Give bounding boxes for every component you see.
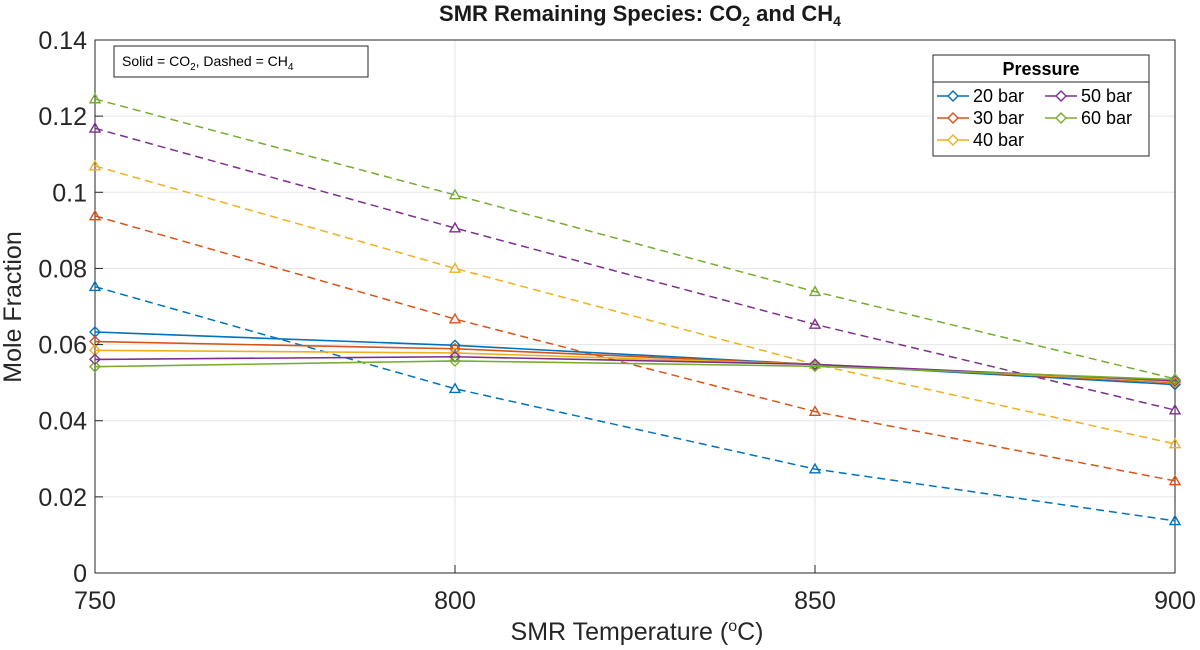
x-axis-label-end: C) <box>737 618 763 646</box>
annotation-box: Solid = CO2, Dashed = CH4 <box>113 45 369 78</box>
x-tick-label: 900 <box>1154 587 1196 615</box>
legend-label: 60 bar <box>1081 108 1132 128</box>
ch4-marker <box>1168 403 1182 415</box>
series-co2-4 <box>89 354 1181 386</box>
legend-label: 40 bar <box>973 130 1024 150</box>
legend-swatch-marker <box>947 112 959 124</box>
x-tick-label: 850 <box>794 587 836 615</box>
ch4-marker <box>88 92 102 104</box>
co2-marker <box>809 358 821 371</box>
x-tick-label: 750 <box>74 587 116 615</box>
legend-label: 50 bar <box>1081 86 1132 106</box>
chart-title-sub-2: 4 <box>833 13 841 29</box>
y-tick-label: 0.06 <box>38 332 87 360</box>
series-ch4-1 <box>88 209 1182 486</box>
series-ch4-3 <box>88 121 1182 415</box>
ch4-marker <box>1168 437 1182 449</box>
legend-swatch-marker <box>947 134 959 146</box>
ch4-marker <box>1168 474 1182 486</box>
ch4-marker <box>448 312 462 324</box>
ch4-line <box>94 127 1176 411</box>
tick-labels: 750 800 850 900 0 0.02 0.04 0.06 0.08 0.1 0.12 0.14 <box>38 27 1196 615</box>
legend-title: Pressure <box>1002 59 1079 79</box>
y-tick-label: 0.08 <box>38 255 87 283</box>
ch4-marker <box>808 405 822 417</box>
y-tick-label: 0.1 <box>52 179 87 207</box>
legend-entry: 60 bar <box>1045 108 1132 128</box>
co2-line <box>94 340 1176 384</box>
y-tick-label: 0.04 <box>38 408 87 436</box>
y-axis-label: Mole Fraction <box>0 231 27 382</box>
legend-label: 20 bar <box>973 86 1024 106</box>
x-tick-label: 800 <box>434 587 476 615</box>
series-ch4-2 <box>88 159 1182 449</box>
chart-title-sub-1: 2 <box>742 13 750 29</box>
ch4-line <box>94 285 1176 522</box>
co2-marker <box>89 353 101 366</box>
ch4-marker <box>808 462 822 474</box>
annotation-sub-a: 2 <box>190 62 196 73</box>
co2-marker <box>449 346 461 359</box>
ch4-marker <box>448 221 462 233</box>
chart-title-main: SMR Remaining Species: CO <box>439 1 742 26</box>
legend-frame <box>932 54 1150 157</box>
series-ch4-0 <box>88 280 1182 526</box>
x-axis-label-sup: o <box>728 618 737 635</box>
co2-line <box>94 355 1176 382</box>
co2-marker <box>449 350 461 363</box>
series-layer <box>88 92 1182 526</box>
co2-marker <box>89 360 101 373</box>
legend-swatch-marker <box>947 90 959 102</box>
annotation-text: Solid = CO2, Dashed = CH4 <box>122 53 294 73</box>
co2-line <box>94 331 1176 386</box>
co2-marker <box>449 339 461 352</box>
x-axis-label-main: SMR Temperature ( <box>511 618 729 646</box>
ch4-marker <box>1168 514 1182 526</box>
ch4-marker <box>88 159 102 171</box>
y-tick-label: 0.14 <box>38 27 87 55</box>
ch4-line <box>94 165 1176 445</box>
ch4-marker <box>808 285 822 297</box>
legend-entry: 20 bar <box>937 86 1024 106</box>
ch4-marker <box>88 280 102 292</box>
co2-marker <box>449 354 461 367</box>
annotation-frame <box>113 45 369 78</box>
y-tick-label: 0.02 <box>38 484 87 512</box>
legend-swatch-marker <box>1055 112 1067 124</box>
chart-title: SMR Remaining Species: CO2 and CH4 <box>439 1 841 29</box>
annotation-part-b: , Dashed = CH <box>196 53 288 69</box>
plot-area-frame <box>94 39 1176 574</box>
annotation-sub-b: 4 <box>288 62 294 73</box>
chart-title-mid: and CH <box>750 1 833 26</box>
ch4-line <box>94 98 1176 380</box>
legend-entry: 50 bar <box>1045 86 1132 106</box>
legend-swatch-marker <box>1055 90 1067 102</box>
ch4-marker <box>448 382 462 394</box>
ch4-marker <box>88 121 102 133</box>
ch4-marker <box>808 317 822 329</box>
legend-entry: 40 bar <box>937 130 1024 150</box>
annotation-part-a: Solid = CO <box>122 53 190 69</box>
ch4-marker <box>448 188 462 200</box>
y-tick-label: 0 <box>73 560 87 588</box>
co2-line <box>94 360 1176 381</box>
y-tick-label: 0.12 <box>38 103 87 131</box>
co2-marker <box>89 335 101 348</box>
co2-marker <box>1169 373 1181 386</box>
ch4-marker <box>88 209 102 221</box>
ch4-line <box>94 215 1176 482</box>
legend-label: 30 bar <box>973 108 1024 128</box>
ch4-marker <box>448 262 462 273</box>
legend-entry: 30 bar <box>937 108 1024 128</box>
x-axis-label: SMR Temperature (oC) <box>511 618 764 646</box>
co2-marker <box>809 360 821 373</box>
co2-marker <box>449 342 461 355</box>
